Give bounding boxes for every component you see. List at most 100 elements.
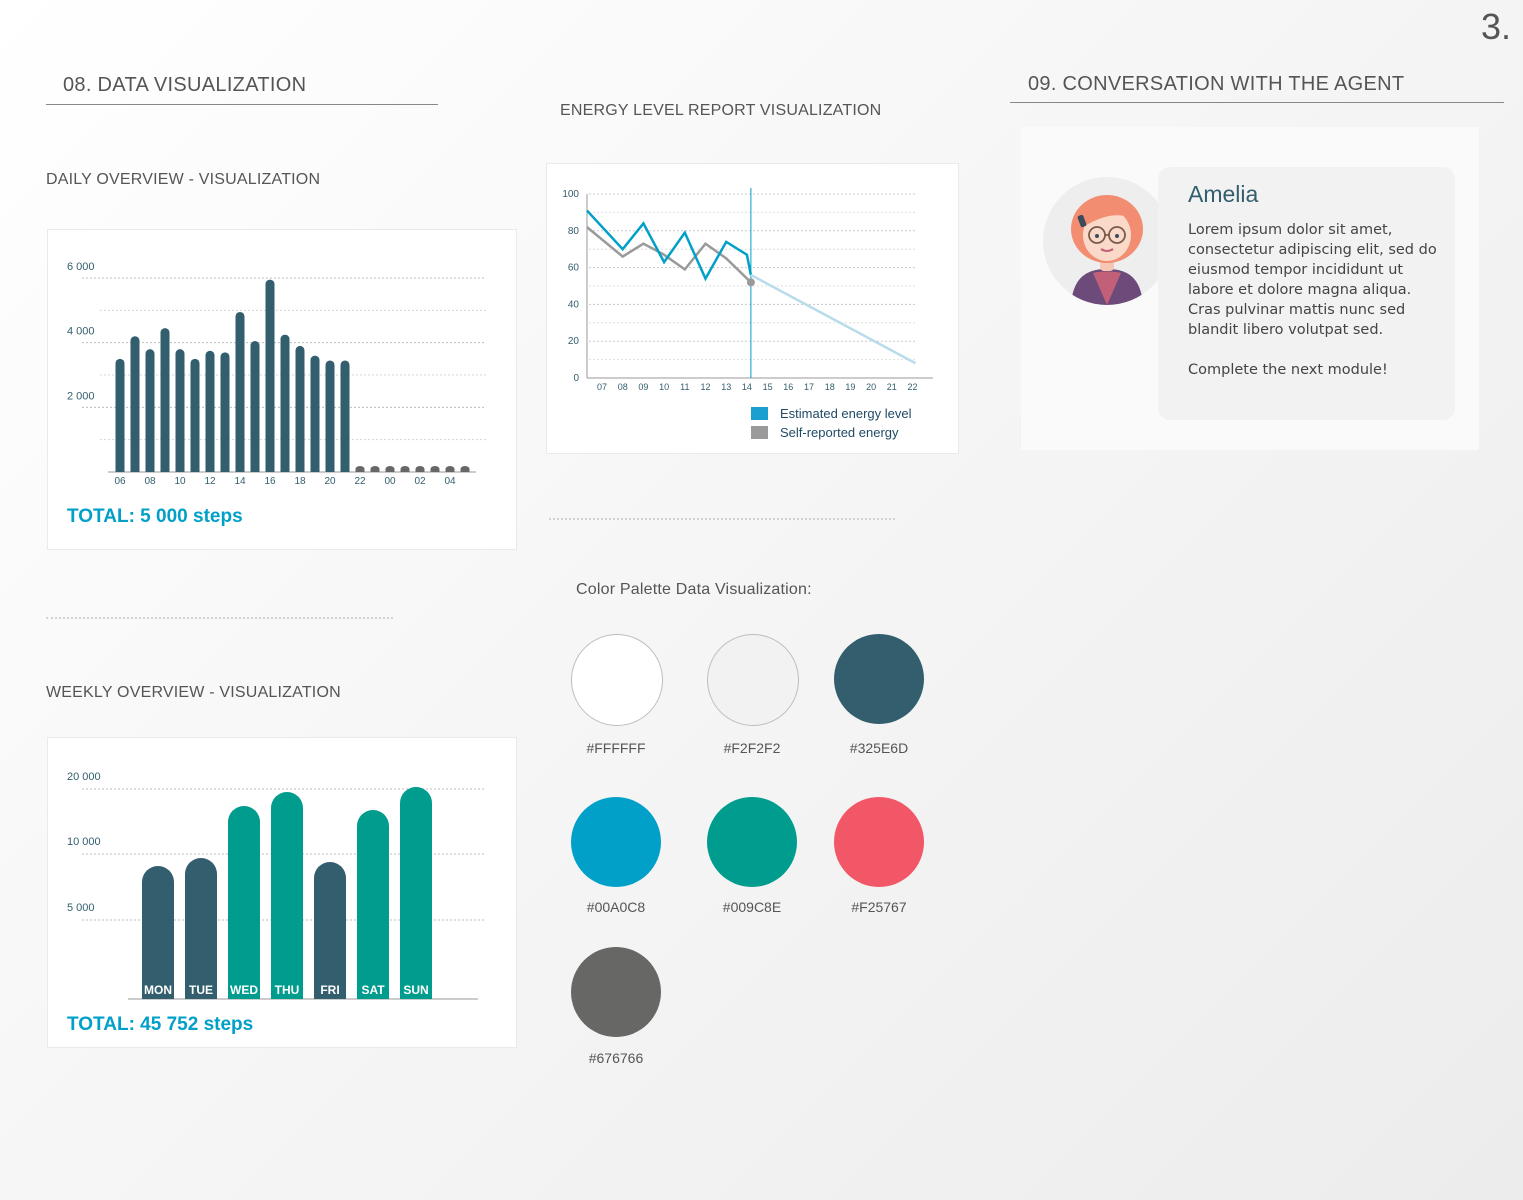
energy-xtick-label: 13 xyxy=(721,382,731,392)
daily-bar-09 xyxy=(160,328,170,472)
weekly-total: TOTAL: 45 752 steps xyxy=(67,1014,254,1035)
energy-estimated-line xyxy=(586,209,753,282)
weekly-bar-sat xyxy=(357,810,389,999)
daily-bar-14 xyxy=(235,311,245,472)
daily-bar-23 xyxy=(370,466,380,472)
daily-bar-01 xyxy=(400,466,410,472)
weekly-bar-label: WED xyxy=(230,983,258,997)
daily-bar-07 xyxy=(130,336,140,472)
daily-xtick-label: 10 xyxy=(174,476,186,487)
section-separator xyxy=(46,617,393,619)
weekly-bar-wed xyxy=(228,806,260,999)
daily-overview-title: DAILY OVERVIEW - VISUALIZATION xyxy=(46,171,321,188)
daily-xtick-label: 00 xyxy=(384,476,396,487)
energy-xtick-label: 16 xyxy=(783,382,793,392)
conversation-section-title: 09. CONVERSATION WITH THE AGENT xyxy=(1028,73,1405,95)
weekly-overview-title: WEEKLY OVERVIEW - VISUALIZATION xyxy=(46,684,341,701)
agent-message-text: Lorem ipsum dolor sit amet, consectetur … xyxy=(1188,222,1437,338)
weekly-bar-label: FRI xyxy=(320,983,339,997)
weekly-ytick-label: 5 000 xyxy=(67,902,95,914)
daily-bar-17 xyxy=(280,334,290,472)
energy-xtick-label: 20 xyxy=(866,382,876,392)
amelia-avatar-illustration xyxy=(1071,195,1143,305)
daily-bar-03 xyxy=(430,466,440,472)
energy-xtick-label: 10 xyxy=(659,382,669,392)
agent-cta-text[interactable]: Complete the next module! xyxy=(1188,362,1388,378)
page-number: 3. xyxy=(1480,6,1511,47)
energy-xtick-label: 21 xyxy=(887,382,897,392)
daily-bar-05 xyxy=(460,466,470,472)
daily-bar-06 xyxy=(115,358,125,472)
daily-xtick-label: 20 xyxy=(324,476,336,487)
swatch-676766 xyxy=(571,947,661,1037)
energy-ytick-label: 0 xyxy=(573,373,579,384)
daily-bar-02 xyxy=(415,466,425,472)
energy-ytick-label: 100 xyxy=(562,189,579,200)
daily-steps-chart: 6 000 4 000 2 000 06 08 10 12 14 16 18 20 22 00 02 04 xyxy=(67,261,486,487)
daily-xtick-label: 02 xyxy=(414,476,426,487)
energy-report-title: ENERGY LEVEL REPORT VISUALIZATION xyxy=(560,102,882,119)
weekly-chart-card: 20 000 10 000 5 000 MON TUE WED THU FRI SAT SUN T… xyxy=(47,737,517,1048)
data-visualization-title-rule xyxy=(46,104,438,105)
energy-ytick-label: 60 xyxy=(568,263,580,274)
weekly-bar-thu xyxy=(271,792,303,999)
weekly-steps-chart: 20 000 10 000 5 000 MON TUE WED THU FRI SAT SUN xyxy=(67,771,486,1000)
daily-xtick-label: 14 xyxy=(234,476,246,487)
energy-legend-label: Estimated energy level xyxy=(780,406,912,421)
energy-self-reported-line xyxy=(586,226,752,284)
daily-bar-04 xyxy=(445,466,455,472)
energy-xtick-label: 17 xyxy=(804,382,814,392)
daily-bar-08 xyxy=(145,349,155,472)
swatch-00a0c8 xyxy=(571,797,661,887)
daily-bar-13 xyxy=(220,352,230,472)
daily-bar-16 xyxy=(265,279,275,472)
energy-ytick-label: 80 xyxy=(568,226,580,237)
energy-ytick-label: 40 xyxy=(568,299,580,310)
energy-xtick-label: 18 xyxy=(825,382,835,392)
swatch-ffffff xyxy=(571,634,663,726)
energy-legend-swatch xyxy=(751,426,768,439)
swatch-f25767 xyxy=(834,797,924,887)
agent-avatar xyxy=(1043,177,1171,305)
daily-bar-10 xyxy=(175,349,185,472)
daily-bar-21 xyxy=(340,360,350,472)
energy-xtick-label: 11 xyxy=(680,382,689,392)
energy-self-reported-point xyxy=(746,278,755,287)
energy-xtick-label: 08 xyxy=(618,382,628,392)
swatch-label: #F25767 xyxy=(851,899,907,915)
energy-xtick-label: 12 xyxy=(700,382,710,392)
energy-legend-label: Self-reported energy xyxy=(780,425,899,440)
weekly-bar-label: SUN xyxy=(403,983,428,997)
agent-name: Amelia xyxy=(1188,181,1259,207)
swatch-label: #F2F2F2 xyxy=(723,740,781,756)
energy-xtick-label: 07 xyxy=(597,382,607,392)
daily-xtick-label: 06 xyxy=(114,476,126,487)
swatch-label: #009C8E xyxy=(722,899,782,915)
weekly-ytick-label: 20 000 xyxy=(67,771,101,783)
swatch-f2f2f2 xyxy=(707,634,799,726)
daily-ytick-label: 6 000 xyxy=(67,261,95,273)
daily-ytick-label: 2 000 xyxy=(67,390,95,402)
energy-level-chart: 0 20 40 60 80 100 07 08 09 10 11 12 13 14 15 16 17 18 19 20… xyxy=(562,188,933,440)
daily-bar-15 xyxy=(250,341,260,472)
energy-chart-card: 0 20 40 60 80 100 07 08 09 10 11 12 13 14 15 16 17 18 19 20… xyxy=(546,163,959,454)
agent-conversation-card: Amelia Lorem ipsum dolor sit amet, conse… xyxy=(1021,127,1479,450)
daily-bar-22 xyxy=(355,466,365,472)
weekly-bar-label: TUE xyxy=(189,983,213,997)
swatch-009c8e xyxy=(707,797,797,887)
energy-legend-swatch xyxy=(751,407,768,420)
daily-xtick-label: 08 xyxy=(144,476,156,487)
energy-xtick-label: 14 xyxy=(742,382,752,392)
swatch-label: #00A0C8 xyxy=(586,899,646,915)
section-separator-energy xyxy=(549,518,895,520)
energy-estimated-projection xyxy=(750,273,917,365)
daily-bar-00 xyxy=(385,466,395,472)
energy-xtick-label: 15 xyxy=(763,382,773,392)
daily-total: TOTAL: 5 000 steps xyxy=(67,506,243,527)
swatch-label: #FFFFFF xyxy=(586,740,646,756)
energy-xtick-label: 22 xyxy=(907,382,917,392)
weekly-bar-label: THU xyxy=(275,983,300,997)
daily-xtick-label: 12 xyxy=(204,476,216,487)
swatch-325e6d xyxy=(834,634,924,724)
agent-message-bubble: Amelia Lorem ipsum dolor sit amet, conse… xyxy=(1158,167,1455,420)
